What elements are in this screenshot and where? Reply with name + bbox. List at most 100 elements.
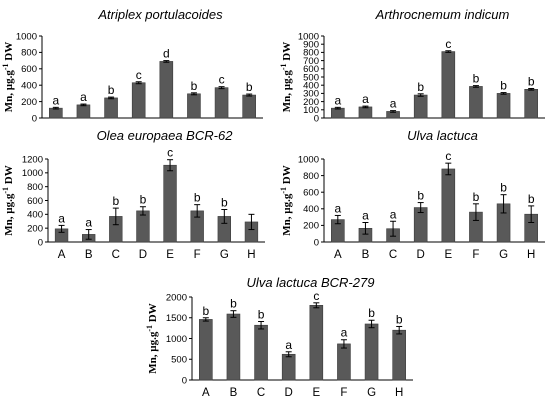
y-tick-label: 1000 xyxy=(298,154,319,165)
y-axis-label: Mn, µg.g-1 DW xyxy=(1,165,15,235)
panel-olea: Olea europaea BCR-62 Mn, µg.g-1 DW 0 200 400… xyxy=(1,128,265,261)
y-tick-label: 400 xyxy=(21,81,37,92)
y-tick-label: 800 xyxy=(27,182,43,193)
significance-label: a xyxy=(334,201,341,215)
significance-label: b xyxy=(112,194,119,208)
significance-label: b xyxy=(473,72,480,86)
significance-label: b xyxy=(396,312,403,326)
significance-label: b xyxy=(202,304,209,318)
x-tick-label: A xyxy=(334,249,342,261)
y-tick-label: 1000 xyxy=(16,31,37,42)
bar-A xyxy=(49,107,63,119)
bar-G xyxy=(496,93,511,119)
y-tick-label: 0 xyxy=(182,375,187,386)
bar-E xyxy=(163,164,177,243)
significance-label: b xyxy=(230,297,237,311)
y-tick-label: 800 xyxy=(303,171,319,182)
significance-label: b xyxy=(473,190,480,204)
significance-label: a xyxy=(341,326,348,340)
y-tick-label: 200 xyxy=(303,221,319,232)
significance-label: c xyxy=(136,68,142,82)
y-axis-label: Mn, µg.g-1 DW xyxy=(279,165,293,235)
x-tick-label: E xyxy=(312,387,320,399)
bar-G xyxy=(214,87,229,119)
bar-H xyxy=(242,94,256,119)
significance-label: b xyxy=(417,189,424,203)
y-tick-label: 800 xyxy=(303,48,319,59)
significance-label: a xyxy=(390,97,397,111)
bar-D xyxy=(281,353,296,381)
significance-label: a xyxy=(362,92,369,106)
y-tick-label: 300 xyxy=(303,89,319,100)
bar-C xyxy=(104,97,118,119)
y-tick-label: 100 xyxy=(303,105,319,116)
bar-F xyxy=(337,343,351,381)
y-tick-label: 0 xyxy=(314,113,319,124)
x-tick-label: C xyxy=(112,249,120,261)
significance-label: c xyxy=(219,73,225,87)
bar-D xyxy=(136,210,150,243)
bar-C xyxy=(254,324,268,381)
significance-label: d xyxy=(163,47,170,61)
bar-D xyxy=(131,82,146,119)
x-tick-label: G xyxy=(499,249,508,261)
y-tick-label: 700 xyxy=(303,56,319,67)
x-tick-label: H xyxy=(395,387,403,399)
y-tick-label: 800 xyxy=(21,48,37,59)
y-axis-label: Mn, µg.g-1 DW xyxy=(145,303,159,373)
x-tick-label: H xyxy=(527,249,535,261)
significance-label: c xyxy=(167,146,173,160)
bar-E xyxy=(441,51,456,119)
significance-label: b xyxy=(221,195,228,209)
y-tick-label: 0 xyxy=(32,113,37,124)
x-tick-label: G xyxy=(367,387,376,399)
panel-ulva: Ulva lactuca Mn, µg.g-1 DW 0 200 400 600 800 10… xyxy=(279,128,545,261)
y-tick-label: 1000 xyxy=(22,168,43,179)
bar-F xyxy=(469,86,483,119)
y-tick-label: 600 xyxy=(303,188,319,199)
bar-A xyxy=(331,107,345,119)
x-tick-label: F xyxy=(194,249,201,261)
significance-label: b xyxy=(528,74,535,88)
significance-label: b xyxy=(528,192,535,206)
y-tick-label: 1000 xyxy=(166,334,187,345)
y-tick-label: 600 xyxy=(27,196,43,207)
x-tick-label: B xyxy=(230,387,238,399)
significance-label: b xyxy=(194,191,201,205)
y-axis-label: Mn, µg.g-1 DW xyxy=(279,42,293,112)
y-tick-label: 1500 xyxy=(166,313,187,324)
significance-label: a xyxy=(85,216,92,230)
x-tick-label: E xyxy=(166,249,174,261)
y-tick-label: 400 xyxy=(303,81,319,92)
y-tick-label: 500 xyxy=(171,355,187,366)
y-tick-label: 600 xyxy=(21,64,37,75)
significance-label: b xyxy=(368,306,375,320)
x-tick-label: B xyxy=(85,249,93,261)
bar-A xyxy=(199,319,213,381)
significance-label: b xyxy=(258,307,265,321)
bar-H xyxy=(392,329,406,381)
x-tick-label: B xyxy=(362,249,370,261)
y-tick-label: 200 xyxy=(21,97,37,108)
y-tick-label: 200 xyxy=(303,97,319,108)
chart-title: Atriplex portulacoides xyxy=(97,7,223,22)
x-tick-label: D xyxy=(285,387,293,399)
chart-title: Ulva lactuca xyxy=(407,128,478,143)
bar-D xyxy=(413,94,428,119)
bar-G xyxy=(364,323,379,381)
chart-title: Olea europaea BCR-62 xyxy=(97,128,234,143)
bar-E xyxy=(441,168,456,243)
bar-H xyxy=(524,89,538,119)
significance-label: a xyxy=(58,211,65,225)
panel-atriplex: Atriplex portulacoides Mn, µg.g-1 DW 0 200 4… xyxy=(1,7,263,124)
x-tick-label: H xyxy=(247,249,255,261)
significance-label: a xyxy=(390,207,397,221)
x-tick-label: E xyxy=(444,249,452,261)
x-tick-label: F xyxy=(472,249,479,261)
y-tick-label: 400 xyxy=(27,210,43,221)
significance-label: b xyxy=(191,79,198,93)
y-axis-label: Mn, µg.g-1 DW xyxy=(1,42,15,112)
x-tick-label: G xyxy=(220,249,229,261)
significance-label: a xyxy=(362,208,369,222)
significance-label: c xyxy=(313,289,319,303)
